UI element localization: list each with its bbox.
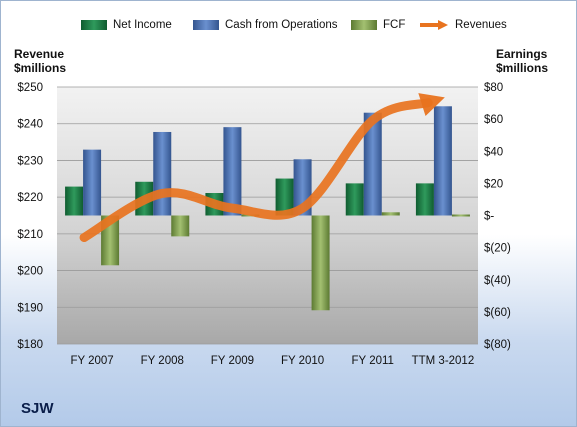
right-axis-title-line1: Earnings xyxy=(496,47,548,61)
right-tick-label: $40 xyxy=(484,146,503,158)
right-tick-label: $60 xyxy=(484,114,503,126)
revenues-arrowhead xyxy=(418,93,445,117)
x-tick-label: FY 2011 xyxy=(352,355,394,367)
left-tick-label: $220 xyxy=(17,192,43,204)
revenues-arrow-icon xyxy=(420,20,448,30)
right-tick-label: $20 xyxy=(484,178,503,190)
fcf-bar xyxy=(171,215,190,237)
net-income-swatch xyxy=(81,20,107,30)
left-tick-label: $200 xyxy=(17,266,43,278)
legend-fcf: FCF xyxy=(351,17,405,33)
left-tick-label: $210 xyxy=(17,229,43,241)
left-axis-title: Revenue $millions xyxy=(14,47,66,75)
right-tick-label: $(40) xyxy=(484,275,511,287)
fcf-bar xyxy=(451,214,470,217)
net-income-bar xyxy=(65,186,84,216)
left-tick-label: $180 xyxy=(17,339,43,351)
left-tick-label: $240 xyxy=(17,119,43,131)
right-tick-label: $80 xyxy=(484,82,503,94)
x-tick-label: TTM 3-2012 xyxy=(412,355,475,367)
x-tick-label: FY 2010 xyxy=(281,355,324,367)
fcf-bar xyxy=(311,215,330,311)
right-axis-title-line2: $millions xyxy=(496,61,549,75)
legend-cash-from-operations-label: Cash from Operations xyxy=(225,19,338,31)
left-axis-title-line2: $millions xyxy=(14,61,67,75)
cash-from-operations-swatch xyxy=(193,20,219,30)
legend-net-income-label: Net Income xyxy=(113,19,172,31)
cash-from-operations-bar xyxy=(433,106,452,216)
cash-from-operations-bar xyxy=(223,127,242,216)
legend-fcf-label: FCF xyxy=(383,19,406,31)
legend-cash-from-operations: Cash from Operations xyxy=(193,17,338,33)
x-tick-label: FY 2008 xyxy=(141,355,184,367)
left-tick-label: $250 xyxy=(17,82,43,94)
right-tick-label: $(80) xyxy=(484,339,511,351)
legend-revenues: Revenues xyxy=(419,17,507,33)
x-tick-label: FY 2007 xyxy=(70,355,113,367)
left-tick-label: $190 xyxy=(17,302,43,314)
legend: Net Income Cash from Operations FCF Reve… xyxy=(1,17,576,33)
x-tick-label: FY 2009 xyxy=(211,355,254,367)
right-tick-label: $- xyxy=(484,211,494,223)
company-label: SJW xyxy=(21,400,54,417)
cash-from-operations-bar xyxy=(153,131,172,216)
legend-net-income: Net Income xyxy=(81,17,172,33)
fcf-bar xyxy=(381,212,400,216)
net-income-bar xyxy=(415,183,434,216)
left-axis-title-line1: Revenue xyxy=(14,47,65,61)
right-axis-title: Earnings $millions xyxy=(496,47,548,75)
right-tick-label: $(60) xyxy=(484,307,511,319)
net-income-bar xyxy=(345,183,364,216)
legend-revenues-label: Revenues xyxy=(455,19,507,31)
left-tick-label: $230 xyxy=(17,155,43,167)
fcf-swatch xyxy=(351,20,377,30)
net-income-bar xyxy=(275,178,294,216)
right-tick-label: $(20) xyxy=(484,243,511,255)
cash-from-operations-bar xyxy=(83,149,102,216)
cash-from-operations-bar xyxy=(363,112,382,216)
